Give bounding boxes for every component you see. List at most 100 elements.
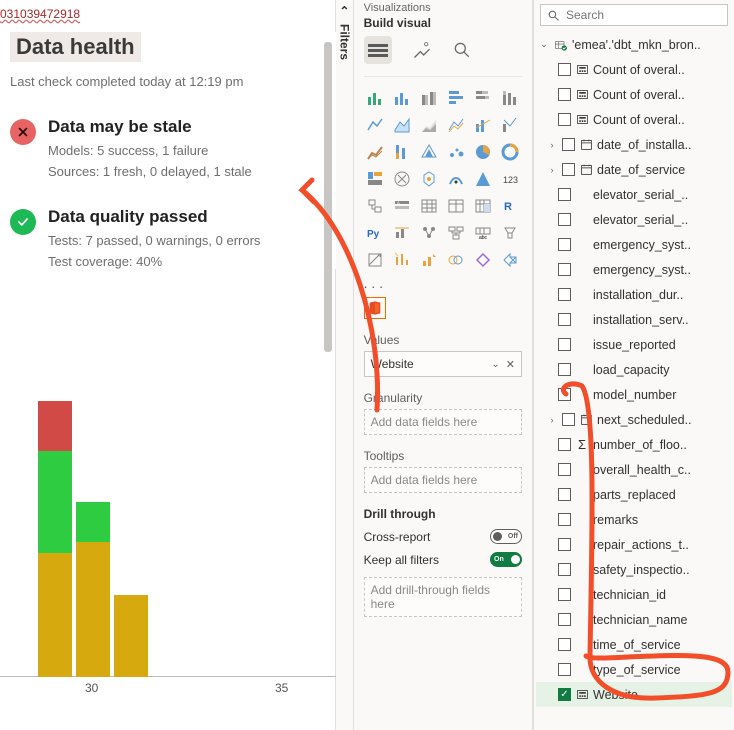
analytics-button[interactable] — [452, 40, 472, 60]
viz-type-button[interactable] — [472, 195, 494, 217]
viz-type-button[interactable] — [445, 222, 467, 244]
field-row[interactable]: issue_reported — [536, 332, 732, 357]
viz-type-button[interactable] — [472, 249, 494, 271]
viz-type-button[interactable] — [445, 114, 467, 136]
viz-type-button[interactable] — [445, 168, 467, 190]
field-checkbox[interactable] — [558, 313, 571, 326]
viz-type-button[interactable] — [499, 222, 521, 244]
field-row[interactable]: ›date_of_installa.. — [536, 132, 732, 157]
viz-type-button[interactable] — [391, 87, 413, 109]
chevron-right-icon[interactable]: › — [546, 415, 558, 425]
field-checkbox[interactable] — [558, 513, 571, 526]
viz-type-button[interactable] — [445, 195, 467, 217]
report-canvas[interactable]: 031039472918 Data health Last check comp… — [0, 0, 336, 730]
field-checkbox[interactable] — [562, 413, 575, 426]
drill-through-well[interactable]: Add drill-through fields here — [364, 577, 522, 617]
field-row[interactable]: load_capacity — [536, 357, 732, 382]
chevron-down-icon[interactable]: ⌄ — [538, 39, 550, 50]
field-row[interactable]: overall_health_c.. — [536, 457, 732, 482]
viz-type-button[interactable]: 123 — [499, 168, 521, 190]
field-checkbox[interactable] — [558, 688, 571, 701]
viz-type-button[interactable] — [391, 249, 413, 271]
viz-type-button[interactable] — [391, 141, 413, 163]
viz-type-button[interactable] — [364, 195, 386, 217]
field-row[interactable]: parts_replaced — [536, 482, 732, 507]
remove-field-icon[interactable]: ✕ — [506, 358, 515, 371]
viz-type-button[interactable] — [391, 168, 413, 190]
data-health-card[interactable]: Data health Last check completed today a… — [10, 32, 336, 269]
viz-type-button[interactable] — [499, 249, 521, 271]
field-checkbox[interactable] — [558, 663, 571, 676]
viz-type-button[interactable] — [472, 114, 494, 136]
viz-type-button[interactable] — [391, 222, 413, 244]
field-row[interactable]: type_of_service — [536, 657, 732, 682]
field-checkbox[interactable] — [558, 563, 571, 576]
field-checkbox[interactable] — [558, 588, 571, 601]
field-checkbox[interactable] — [558, 63, 571, 76]
viz-type-button[interactable] — [418, 114, 440, 136]
field-row[interactable]: Website — [536, 682, 732, 707]
viz-type-button[interactable] — [391, 114, 413, 136]
field-row[interactable]: repair_actions_t.. — [536, 532, 732, 557]
field-row[interactable]: technician_name — [536, 607, 732, 632]
viz-type-button[interactable]: abc — [472, 222, 494, 244]
chevron-right-icon[interactable]: › — [546, 165, 558, 175]
field-row[interactable]: Σnumber_of_floo.. — [536, 432, 732, 457]
field-row[interactable]: Count of overal.. — [536, 107, 732, 132]
viz-type-button[interactable] — [418, 195, 440, 217]
field-checkbox[interactable] — [558, 288, 571, 301]
viz-type-button[interactable]: Py — [364, 222, 386, 244]
search-box[interactable] — [540, 4, 728, 26]
viz-type-button[interactable] — [472, 168, 494, 190]
field-checkbox[interactable] — [558, 488, 571, 501]
field-row[interactable]: ›next_scheduled.. — [536, 407, 732, 432]
field-checkbox[interactable] — [558, 463, 571, 476]
viz-more[interactable]: . . . — [364, 275, 522, 291]
format-visual-button[interactable] — [412, 40, 432, 60]
viz-type-button[interactable] — [445, 249, 467, 271]
viz-type-button[interactable]: A — [391, 195, 413, 217]
filters-collapsed-tab[interactable]: ⌃ Filters — [336, 0, 353, 730]
field-row[interactable]: elevator_serial_.. — [536, 207, 732, 232]
viz-type-button[interactable] — [364, 87, 386, 109]
field-row[interactable]: model_number — [536, 382, 732, 407]
field-row[interactable]: time_of_service — [536, 632, 732, 657]
field-row[interactable]: installation_serv.. — [536, 307, 732, 332]
viz-type-button[interactable] — [499, 87, 521, 109]
granularity-well[interactable]: Add data fields here — [364, 409, 522, 435]
viz-type-button[interactable] — [418, 87, 440, 109]
field-checkbox[interactable] — [558, 238, 571, 251]
field-row[interactable]: ›date_of_service — [536, 157, 732, 182]
keep-filters-toggle[interactable]: On — [490, 552, 522, 567]
viz-type-button[interactable] — [499, 114, 521, 136]
viz-type-button[interactable] — [364, 141, 386, 163]
field-row[interactable]: elevator_serial_.. — [536, 182, 732, 207]
field-checkbox[interactable] — [558, 188, 571, 201]
viz-type-button[interactable] — [418, 249, 440, 271]
viz-type-button[interactable]: R — [499, 195, 521, 217]
viz-type-button[interactable] — [445, 141, 467, 163]
field-checkbox[interactable] — [558, 88, 571, 101]
scrollbar[interactable] — [324, 42, 332, 352]
cross-report-toggle[interactable]: Off — [490, 529, 522, 544]
field-checkbox[interactable] — [558, 213, 571, 226]
field-row[interactable]: emergency_syst.. — [536, 232, 732, 257]
chevron-down-icon[interactable]: ⌄ — [491, 359, 499, 370]
field-row[interactable]: emergency_syst.. — [536, 257, 732, 282]
field-row[interactable]: safety_inspectio.. — [536, 557, 732, 582]
field-checkbox[interactable] — [562, 163, 575, 176]
viz-type-button[interactable] — [418, 141, 440, 163]
viz-type-button[interactable] — [472, 141, 494, 163]
field-row[interactable]: installation_dur.. — [536, 282, 732, 307]
field-checkbox[interactable] — [558, 113, 571, 126]
field-checkbox[interactable] — [562, 138, 575, 151]
field-row[interactable]: technician_id — [536, 582, 732, 607]
field-checkbox[interactable] — [558, 538, 571, 551]
viz-type-button[interactable] — [445, 87, 467, 109]
field-row[interactable]: Count of overal.. — [536, 82, 732, 107]
viz-type-button[interactable] — [364, 114, 386, 136]
viz-type-button[interactable] — [364, 168, 386, 190]
viz-type-button[interactable] — [418, 222, 440, 244]
values-field-well[interactable]: Website ⌄ ✕ — [364, 351, 522, 377]
field-checkbox[interactable] — [558, 363, 571, 376]
